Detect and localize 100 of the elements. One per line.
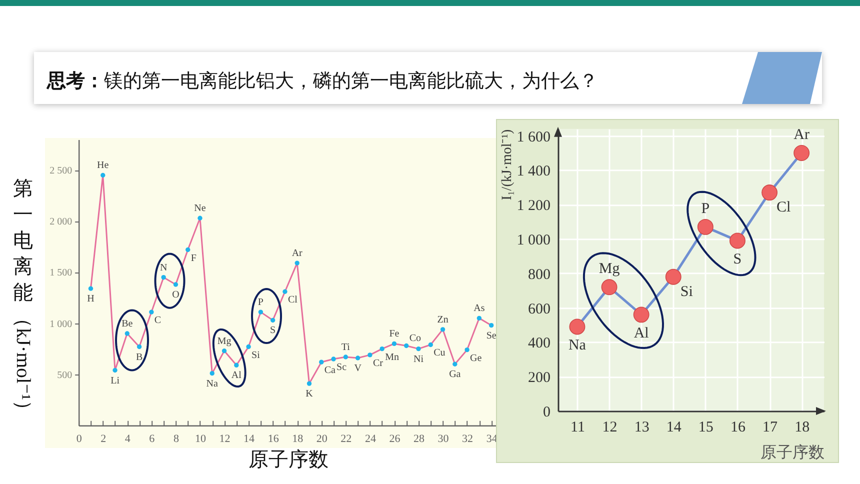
- point: [355, 356, 360, 360]
- point: [282, 289, 288, 294]
- point: [149, 310, 154, 314]
- point: [186, 247, 190, 252]
- point: [88, 286, 94, 291]
- annotation: S: [733, 252, 742, 268]
- point: [124, 331, 130, 336]
- point: [136, 344, 142, 350]
- x-axis-title: 原子序数: [760, 442, 824, 462]
- annotation: Ar: [794, 126, 810, 143]
- y-axis-title: I₁/(kJ·mol⁻¹): [500, 129, 515, 200]
- point: [476, 316, 482, 321]
- point: [331, 356, 336, 362]
- annotation: Na: [206, 378, 219, 390]
- annotation: C: [154, 315, 162, 326]
- point: [258, 310, 264, 314]
- annotation: Li: [110, 375, 120, 386]
- annotation: H: [87, 294, 94, 305]
- point: [368, 352, 372, 358]
- annotation: Ca: [324, 365, 336, 376]
- point: [762, 184, 778, 201]
- x-tick-label: 14: [666, 420, 682, 436]
- y-tick-label: 1 400: [516, 164, 550, 180]
- annotation: Ni: [413, 354, 424, 365]
- point: [729, 232, 746, 249]
- x-tick-label: 14: [244, 432, 256, 445]
- annotation: P: [701, 200, 710, 217]
- annotation: S: [270, 325, 276, 336]
- point: [294, 260, 300, 266]
- point: [234, 362, 239, 368]
- point: [440, 327, 446, 332]
- x-tick-label: 30: [438, 432, 450, 445]
- y-tick-label: 2 000: [50, 216, 72, 228]
- point: [488, 322, 494, 328]
- point: [452, 362, 458, 366]
- annotation: Na: [568, 338, 586, 354]
- annotation: Zn: [437, 314, 448, 326]
- annotation: Sc: [336, 362, 348, 374]
- annotation: Ne: [194, 203, 206, 214]
- annotation: Se: [486, 330, 497, 342]
- annotation: Cl: [776, 200, 791, 216]
- point: [697, 218, 714, 235]
- x-tick-label: 34: [486, 432, 498, 445]
- point: [569, 318, 586, 335]
- y-tick-label: 2 500: [50, 166, 72, 177]
- point: [210, 370, 214, 376]
- x-tick-label: 18: [794, 420, 810, 436]
- x-tick-label: 0: [76, 432, 82, 445]
- point: [270, 318, 276, 323]
- x-tick-label: 16: [730, 420, 746, 436]
- point: [222, 348, 227, 354]
- annotation: As: [474, 303, 485, 314]
- x-tick-label: 28: [413, 432, 425, 445]
- annotation: Al: [231, 370, 242, 382]
- chart-title: 思考：镁的第一电离能比铝大，磷的第一电离能比硫大，为什么？: [47, 69, 598, 93]
- annotation: Cl: [288, 294, 298, 306]
- point: [380, 346, 384, 352]
- annotation: K: [306, 388, 314, 400]
- x-tick-label: 12: [602, 420, 618, 436]
- annotation: Cr: [372, 358, 384, 369]
- annotation: Al: [634, 326, 649, 342]
- x-tick-label: 17: [762, 420, 778, 436]
- y-tick-label: 800: [528, 266, 550, 283]
- x-tick-label: 22: [340, 432, 352, 445]
- y-axis-title: 第一电离能（kJ·mol⁻¹）: [12, 177, 34, 420]
- annotation: B: [136, 352, 143, 363]
- point: [319, 360, 324, 364]
- x-tick-label: 32: [462, 432, 474, 445]
- annotation: Fe: [389, 328, 400, 340]
- x-tick-label: 12: [219, 432, 230, 445]
- point: [173, 282, 178, 287]
- y-tick-label: 1 500: [50, 268, 72, 279]
- annotation: Ge: [470, 352, 482, 364]
- point: [404, 343, 409, 348]
- annotation: Si: [252, 350, 260, 361]
- point: [343, 354, 348, 360]
- point: [306, 381, 312, 386]
- x-tick-label: 8: [173, 432, 180, 445]
- y-tick-label: 1 600: [516, 129, 550, 146]
- x-tick-label: 4: [124, 432, 131, 445]
- y-tick-label: 1 000: [516, 232, 550, 248]
- y-tick-label: 600: [528, 301, 550, 318]
- annotation: Co: [409, 332, 422, 344]
- x-tick-label: 6: [149, 432, 156, 445]
- x-tick-label: 11: [570, 420, 585, 436]
- y-tick-label: 1 200: [516, 198, 550, 214]
- point: [112, 368, 118, 373]
- annotation: He: [97, 160, 110, 172]
- x-tick-label: 10: [194, 432, 206, 445]
- point: [665, 268, 682, 285]
- point: [198, 216, 202, 220]
- annotation: Ar: [292, 248, 304, 260]
- point: [428, 342, 433, 348]
- x-tick-label: 26: [389, 432, 401, 445]
- point: [392, 341, 397, 346]
- annotation: P: [258, 297, 264, 308]
- x-tick-label: 20: [316, 432, 328, 445]
- point: [161, 275, 166, 280]
- x-tick-label: 24: [364, 432, 376, 445]
- annotation: V: [354, 363, 362, 374]
